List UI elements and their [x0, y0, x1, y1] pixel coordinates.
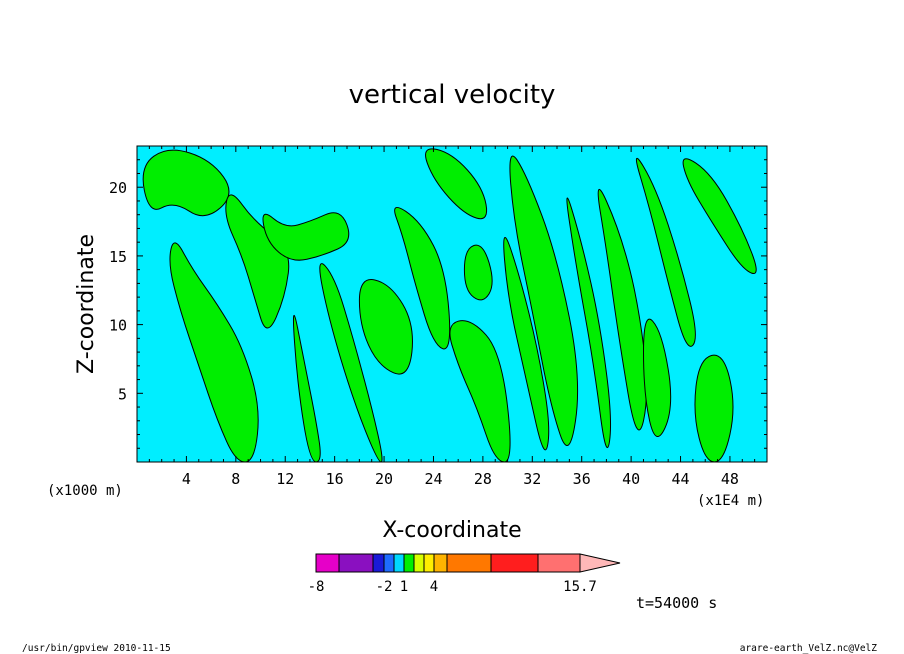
- colorbar-ticks: -8 -2 1 4 15.7: [308, 579, 597, 595]
- y-tick-label: 15: [109, 248, 127, 266]
- x-tick-label: 24: [424, 470, 442, 488]
- x-tick-label: 40: [622, 470, 640, 488]
- colorbar-swatch: [537, 553, 581, 573]
- colorbar-swatch: [433, 553, 448, 573]
- x-tick-label: 28: [474, 470, 492, 488]
- colorbar-swatch: [490, 553, 539, 573]
- x-scale-note: (x1E4 m): [697, 493, 764, 509]
- positive-region: [642, 318, 672, 437]
- positive-region: [225, 194, 290, 329]
- colorbar-swatch: [413, 553, 425, 573]
- colorbar-swatch: [423, 553, 435, 573]
- colorbar-tick-label: 15.7: [563, 579, 597, 595]
- positive-region: [682, 158, 757, 275]
- colorbar-swatch: [372, 553, 385, 573]
- time-label: t=54000 s: [636, 594, 717, 612]
- x-tick-label: 8: [231, 470, 240, 488]
- positive-region: [358, 279, 413, 375]
- y-ticks: 5 10 15 20: [109, 159, 767, 449]
- y-tick-label: 20: [109, 179, 127, 197]
- footer-right: arare-earth_VelZ.nc@VelZ: [740, 643, 878, 654]
- x-tick-label: 12: [276, 470, 294, 488]
- positive-region: [394, 206, 451, 350]
- colorbar-tick-label: 4: [430, 579, 438, 595]
- x-tick-label: 48: [721, 470, 739, 488]
- positive-region: [635, 157, 696, 347]
- colorbar-swatch: [315, 553, 340, 573]
- positive-region: [509, 155, 579, 446]
- x-tick-label: 20: [375, 470, 393, 488]
- positive-region: [425, 148, 488, 220]
- positive-region: [319, 263, 383, 462]
- colorbar-tick-label: -2: [376, 579, 393, 595]
- colorbar-swatch: [338, 553, 374, 573]
- y-scale-note: (x1000 m): [47, 483, 123, 499]
- positive-region: [169, 242, 259, 462]
- y-tick-label: 5: [118, 385, 127, 403]
- colorbar-tick-label: 1: [400, 579, 408, 595]
- x-tick-label: 32: [523, 470, 541, 488]
- chart-title: vertical velocity: [349, 80, 556, 110]
- x-ticks: 4 8 12 16 20 24 28 32 36 40 44 48: [148, 146, 756, 488]
- colorbar-arrow: [579, 553, 621, 573]
- positive-region: [262, 212, 350, 261]
- positive-region: [694, 354, 734, 462]
- footer-left: /usr/bin/gpview 2010-11-15: [22, 643, 171, 654]
- positive-region: [142, 149, 230, 217]
- contour-regions: [142, 148, 757, 462]
- x-tick-label: 44: [671, 470, 689, 488]
- colorbar-tick-label: -8: [308, 579, 325, 595]
- colorbar-swatch: [446, 553, 492, 573]
- colorbar-swatch: [403, 553, 415, 573]
- plot-frame: [136, 145, 768, 463]
- positive-region: [449, 320, 511, 462]
- colorbar-swatch: [393, 553, 405, 573]
- positive-region: [566, 197, 612, 448]
- x-tick-label: 16: [326, 470, 344, 488]
- positive-region: [463, 244, 493, 301]
- colorbar: [315, 553, 621, 573]
- y-axis-label: Z-coordinate: [74, 234, 99, 374]
- positive-region: [503, 237, 550, 451]
- y-tick-label: 10: [109, 317, 127, 335]
- positive-region: [292, 314, 321, 462]
- x-axis-label: X-coordinate: [382, 518, 521, 543]
- x-tick-label: 36: [573, 470, 591, 488]
- colorbar-swatch: [383, 553, 395, 573]
- x-tick-label: 4: [182, 470, 191, 488]
